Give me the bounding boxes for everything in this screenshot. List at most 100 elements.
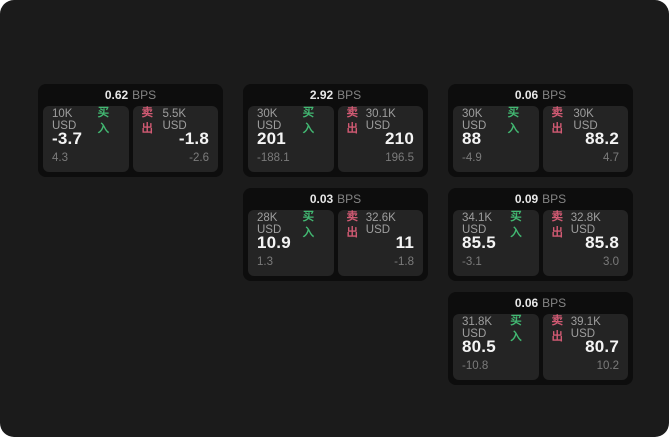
quote-panels: 28K USD 买入 10.9 1.3 卖出 32.6K USD 11 -1.8 — [248, 210, 423, 276]
buy-panel-header: 30K USD 买入 — [257, 107, 325, 135]
buy-panel-header: 31.8K USD 买入 — [462, 315, 530, 343]
sell-amount: 5.5K USD — [162, 107, 187, 132]
sell-amount: 39.1K USD — [570, 315, 601, 340]
card-header: 2.92 BPS — [248, 84, 423, 106]
sell-panel[interactable]: 卖出 32.8K USD 85.8 3.0 — [542, 210, 628, 276]
quote-panels: 30K USD 买入 88 -4.9 卖出 30K USD 88.2 4.7 — [453, 106, 628, 172]
quote-card: 0.09 BPS 34.1K USD 买入 85.5 -3.1 卖出 32.8K… — [448, 188, 633, 281]
sell-panel-header: 卖出 5.5K USD — [142, 107, 210, 135]
sell-delta: 4.7 — [603, 152, 619, 164]
card-header: 0.62 BPS — [43, 84, 218, 106]
bps-unit-label: BPS — [337, 192, 362, 206]
card-header: 0.06 BPS — [453, 84, 628, 106]
sell-delta: -1.8 — [394, 256, 414, 268]
card-header: 0.03 BPS — [248, 188, 423, 210]
bps-unit-label: BPS — [542, 88, 567, 102]
sell-delta: -2.6 — [189, 152, 209, 164]
buy-side-label: 买入 — [510, 314, 522, 343]
sell-amount: 30K USD — [573, 107, 598, 132]
quote-panels: 30K USD 买入 201 -188.1 卖出 30.1K USD 210 1… — [248, 106, 423, 172]
sell-amount: 32.8K USD — [570, 211, 601, 236]
bps-value: 2.92 — [309, 88, 334, 102]
sell-price: 80.7 — [585, 337, 619, 356]
sell-side-label: 卖出 — [141, 106, 154, 135]
bps-value: 0.06 — [514, 296, 539, 310]
sell-panel[interactable]: 卖出 30K USD 88.2 4.7 — [542, 106, 628, 172]
sell-price: 85.8 — [585, 233, 619, 252]
buy-panel[interactable]: 31.8K USD 买入 80.5 -10.8 — [453, 314, 539, 380]
sell-delta: 3.0 — [603, 256, 619, 268]
buy-price: 201 — [257, 129, 286, 148]
buy-side-label: 买入 — [97, 106, 110, 135]
sell-panel-header: 卖出 30K USD — [552, 107, 620, 135]
sell-delta: 196.5 — [385, 152, 414, 164]
sell-panel-header: 卖出 39.1K USD — [552, 315, 620, 343]
sell-price: 210 — [385, 129, 414, 148]
bps-unit-label: BPS — [337, 88, 362, 102]
buy-amount: 30K USD — [257, 107, 282, 132]
buy-side-label: 买入 — [302, 106, 315, 135]
buy-price: 10.9 — [257, 233, 291, 252]
buy-amount: 28K USD — [257, 211, 282, 236]
quote-panels: 34.1K USD 买入 85.5 -3.1 卖出 32.8K USD 85.8… — [453, 210, 628, 276]
bps-unit-label: BPS — [132, 88, 157, 102]
buy-delta: -3.1 — [462, 256, 482, 268]
sell-delta: 10.2 — [596, 360, 619, 372]
quote-panels: 31.8K USD 买入 80.5 -10.8 卖出 39.1K USD 80.… — [453, 314, 628, 380]
sell-panel-header: 卖出 32.8K USD — [552, 211, 620, 239]
sell-price: -1.8 — [178, 129, 209, 148]
sell-price: 11 — [395, 233, 414, 252]
buy-amount: 30K USD — [462, 107, 487, 132]
bps-value: 0.62 — [104, 88, 129, 102]
bps-value: 0.09 — [514, 192, 539, 206]
quote-cards-grid: 0.62 BPS 10K USD 买入 -3.7 4.3 卖出 5.5K USD… — [38, 84, 633, 385]
buy-delta: -188.1 — [257, 152, 290, 164]
buy-panel[interactable]: 10K USD 买入 -3.7 4.3 — [43, 106, 129, 172]
sell-price: 88.2 — [585, 129, 619, 148]
buy-panel-header: 10K USD 买入 — [52, 107, 120, 135]
buy-panel-header: 30K USD 买入 — [462, 107, 530, 135]
sell-side-label: 卖出 — [346, 106, 359, 135]
buy-delta: 4.3 — [52, 152, 68, 164]
buy-price: 80.5 — [462, 337, 496, 356]
buy-panel[interactable]: 34.1K USD 买入 85.5 -3.1 — [453, 210, 539, 276]
buy-delta: 1.3 — [257, 256, 273, 268]
sell-side-label: 卖出 — [551, 210, 564, 239]
bps-value: 0.06 — [514, 88, 539, 102]
bps-unit-label: BPS — [542, 296, 567, 310]
sell-amount: 30.1K USD — [365, 107, 396, 132]
buy-amount: 34.1K USD — [462, 211, 493, 236]
sell-panel[interactable]: 卖出 32.6K USD 11 -1.8 — [337, 210, 423, 276]
buy-price: -3.7 — [52, 129, 83, 148]
quote-panels: 10K USD 买入 -3.7 4.3 卖出 5.5K USD -1.8 -2.… — [43, 106, 218, 172]
buy-price: 85.5 — [462, 233, 496, 252]
sell-side-label: 卖出 — [551, 314, 564, 343]
buy-panel-header: 34.1K USD 买入 — [462, 211, 530, 239]
buy-side-label: 买入 — [507, 106, 520, 135]
bps-value: 0.03 — [309, 192, 334, 206]
buy-panel[interactable]: 30K USD 买入 88 -4.9 — [453, 106, 539, 172]
buy-panel[interactable]: 28K USD 买入 10.9 1.3 — [248, 210, 334, 276]
buy-delta: -10.8 — [462, 360, 489, 372]
sell-amount: 32.6K USD — [365, 211, 396, 236]
bps-unit-label: BPS — [542, 192, 567, 206]
sell-side-label: 卖出 — [346, 210, 359, 239]
card-header: 0.09 BPS — [453, 188, 628, 210]
buy-panel-header: 28K USD 买入 — [257, 211, 325, 239]
quote-card: 0.03 BPS 28K USD 买入 10.9 1.3 卖出 32.6K US… — [243, 188, 428, 281]
sell-panel[interactable]: 卖出 30.1K USD 210 196.5 — [337, 106, 423, 172]
buy-side-label: 买入 — [302, 210, 315, 239]
buy-panel[interactable]: 30K USD 买入 201 -188.1 — [248, 106, 334, 172]
quote-card: 0.06 BPS 30K USD 买入 88 -4.9 卖出 30K USD 8… — [448, 84, 633, 177]
sell-panel[interactable]: 卖出 5.5K USD -1.8 -2.6 — [132, 106, 218, 172]
sell-panel-header: 卖出 30.1K USD — [347, 107, 415, 135]
buy-amount: 31.8K USD — [462, 315, 493, 340]
buy-side-label: 买入 — [510, 210, 522, 239]
buy-price: 88 — [462, 129, 482, 148]
sell-panel-header: 卖出 32.6K USD — [347, 211, 415, 239]
quote-card: 0.06 BPS 31.8K USD 买入 80.5 -10.8 卖出 39.1… — [448, 292, 633, 385]
sell-panel[interactable]: 卖出 39.1K USD 80.7 10.2 — [542, 314, 628, 380]
buy-amount: 10K USD — [52, 107, 77, 132]
quote-card: 0.62 BPS 10K USD 买入 -3.7 4.3 卖出 5.5K USD… — [38, 84, 223, 177]
quote-card: 2.92 BPS 30K USD 买入 201 -188.1 卖出 30.1K … — [243, 84, 428, 177]
